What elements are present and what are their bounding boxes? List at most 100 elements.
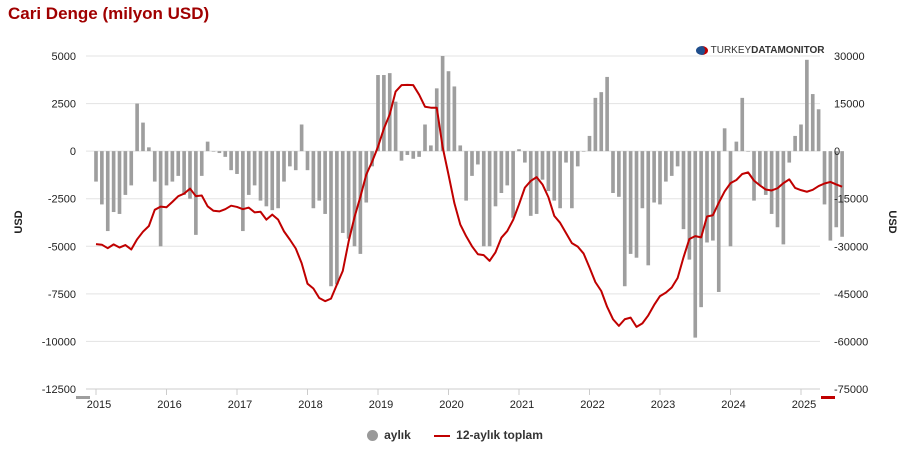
bar-127 <box>840 151 844 237</box>
bar-17 <box>194 151 198 235</box>
bar-56 <box>423 124 427 152</box>
bar-68 <box>493 151 498 207</box>
bar-2 <box>105 151 110 232</box>
bar-54 <box>411 151 416 159</box>
bar-58 <box>434 88 439 152</box>
bar-34 <box>293 151 298 171</box>
bar-126 <box>834 151 839 228</box>
bar-81 <box>570 151 574 209</box>
right-tick-label-4: -30000 <box>834 241 868 253</box>
bar-79 <box>558 151 562 209</box>
bar-92 <box>634 151 639 258</box>
legend-item-line[interactable]: 12-aylık toplam <box>434 428 543 442</box>
left-tick-label-5: -7500 <box>48 289 76 301</box>
bar-55 <box>417 151 421 157</box>
bar-71 <box>511 151 515 218</box>
bar-117 <box>781 151 786 245</box>
x-tick-label-2: 2017 <box>228 399 252 411</box>
logo-text-bold-end: MONITOR <box>777 45 825 56</box>
bar-18 <box>199 151 204 176</box>
bar-49 <box>382 75 386 152</box>
bar-7 <box>135 103 139 152</box>
bar-72 <box>517 149 521 152</box>
bar-29 <box>264 151 269 207</box>
bar-21 <box>217 151 222 154</box>
left-axis: 5000 2500 0 -2500 -5000 -7500 -10000 -12500 <box>42 51 76 396</box>
bar-82 <box>575 151 580 167</box>
right-tick-label-7: -75000 <box>834 384 868 396</box>
bar-94 <box>646 151 651 266</box>
bar-99 <box>675 151 680 167</box>
bar-107 <box>722 128 727 152</box>
bar-36 <box>305 151 310 171</box>
x-tick-label-10: 2025 <box>792 399 816 411</box>
legend-label-line: 12-aylık toplam <box>456 427 543 442</box>
x-tick-label-3: 2018 <box>298 399 322 411</box>
legend-item-bars[interactable]: aylık <box>367 428 411 442</box>
bar-111 <box>746 151 750 152</box>
right-tick-label-6: -60000 <box>834 336 868 348</box>
bar-88 <box>611 151 615 193</box>
bar-30 <box>270 151 275 211</box>
bar-83 <box>581 151 586 152</box>
bar-52 <box>399 151 404 161</box>
bar-120 <box>799 124 803 152</box>
bar-104 <box>705 151 709 243</box>
legend-label-bars: aylık <box>384 427 411 442</box>
right-tick-label-0: 30000 <box>834 51 865 63</box>
bar-20 <box>211 151 216 152</box>
bar-106 <box>716 151 721 292</box>
bar-39 <box>323 151 327 214</box>
bar-97 <box>664 151 668 182</box>
bar-25 <box>241 151 245 232</box>
bar-1 <box>100 151 104 205</box>
bar-8 <box>141 122 145 152</box>
bar-14 <box>176 151 181 176</box>
bar-23 <box>229 151 233 171</box>
bar-84 <box>587 135 592 152</box>
right-axis-marker <box>821 396 835 399</box>
bar-64 <box>470 151 474 176</box>
left-tick-label-1: 2500 <box>52 99 76 111</box>
bar-24 <box>235 151 239 174</box>
bar-3 <box>111 151 116 213</box>
bar-47 <box>370 151 374 167</box>
bar-66 <box>481 151 486 247</box>
left-tick-label-4: -5000 <box>48 241 76 253</box>
bar-11 <box>158 151 163 247</box>
bar-31 <box>276 151 280 209</box>
bar-93 <box>640 151 645 209</box>
bar-109 <box>734 141 739 152</box>
bar-67 <box>487 151 492 247</box>
bar-87 <box>605 76 609 152</box>
x-axis: 2015 2016 2017 2018 2019 2020 2021 2022 2023 2024… <box>76 388 835 411</box>
bar-118 <box>787 151 792 163</box>
bar-103 <box>699 151 703 308</box>
bar-63 <box>464 151 468 201</box>
x-tick-label-8: 2023 <box>651 399 675 411</box>
bar-96 <box>658 151 662 205</box>
right-axis-title: USD <box>886 210 898 233</box>
bar-85 <box>593 97 598 152</box>
chart-title: Cari Denge (milyon USD) <box>8 4 210 23</box>
bar-37 <box>311 151 316 209</box>
left-tick-label-6: -10000 <box>42 336 76 348</box>
left-axis-title: USD <box>13 210 25 233</box>
bar-91 <box>628 151 633 254</box>
bar-121 <box>805 59 809 152</box>
bar-series <box>94 56 844 338</box>
bar-73 <box>523 151 527 163</box>
bar-108 <box>728 151 733 247</box>
bar-45 <box>358 151 363 254</box>
logo-text-bold-mid: DATA <box>751 45 778 56</box>
bar-70 <box>505 151 510 186</box>
bar-75 <box>534 151 539 214</box>
bar-41 <box>335 151 339 285</box>
bar-33 <box>288 151 292 167</box>
bar-74 <box>528 151 533 216</box>
bar-62 <box>458 145 463 152</box>
left-tick-label-3: -2500 <box>48 194 76 206</box>
bar-65 <box>476 151 480 165</box>
x-tick-label-4: 2019 <box>369 399 393 411</box>
